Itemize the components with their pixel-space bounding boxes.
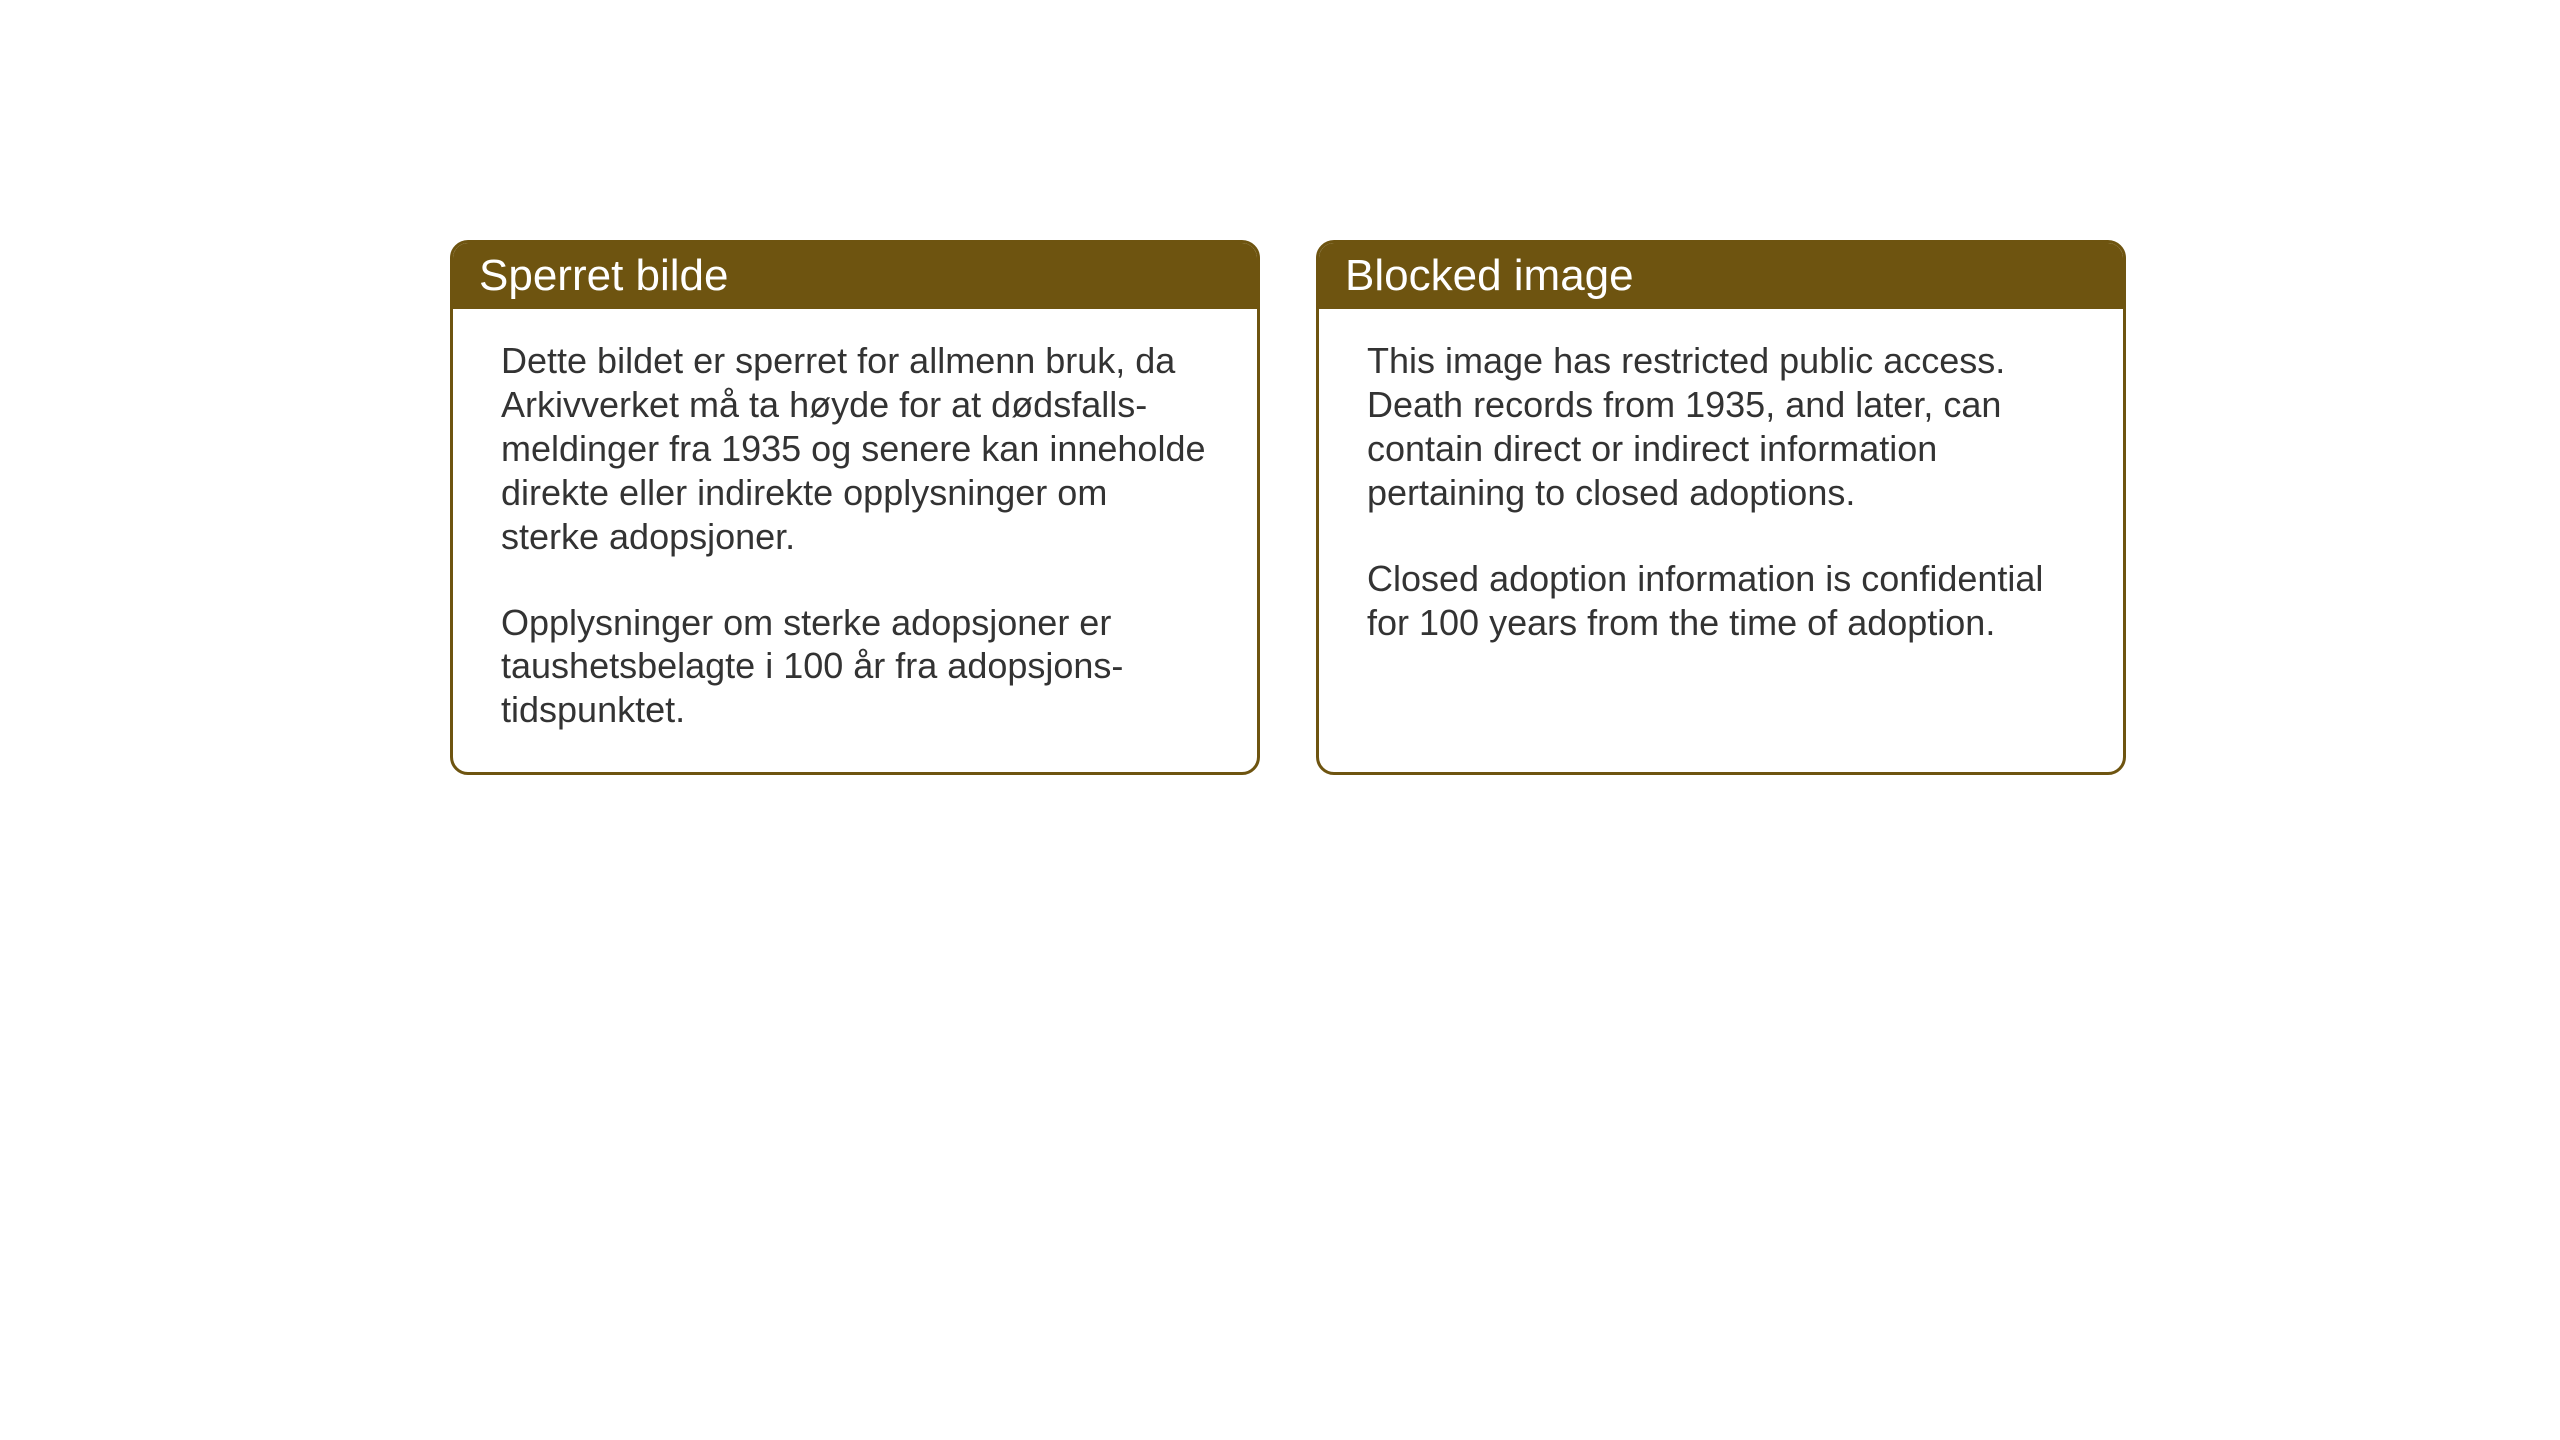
notice-paragraph: Dette bildet er sperret for allmenn bruk… [501, 339, 1209, 559]
notice-card-header: Blocked image [1319, 243, 2123, 309]
notice-container: Sperret bilde Dette bildet er sperret fo… [450, 240, 2126, 775]
notice-card-english: Blocked image This image has restricted … [1316, 240, 2126, 775]
notice-card-body: This image has restricted public access.… [1319, 309, 2123, 684]
notice-title: Sperret bilde [479, 251, 728, 300]
notice-title: Blocked image [1345, 251, 1634, 300]
notice-paragraph: Closed adoption information is confident… [1367, 557, 2075, 645]
notice-paragraph: Opplysninger om sterke adopsjoner er tau… [501, 601, 1209, 733]
notice-card-header: Sperret bilde [453, 243, 1257, 309]
notice-card-body: Dette bildet er sperret for allmenn bruk… [453, 309, 1257, 772]
notice-paragraph: This image has restricted public access.… [1367, 339, 2075, 515]
notice-card-norwegian: Sperret bilde Dette bildet er sperret fo… [450, 240, 1260, 775]
